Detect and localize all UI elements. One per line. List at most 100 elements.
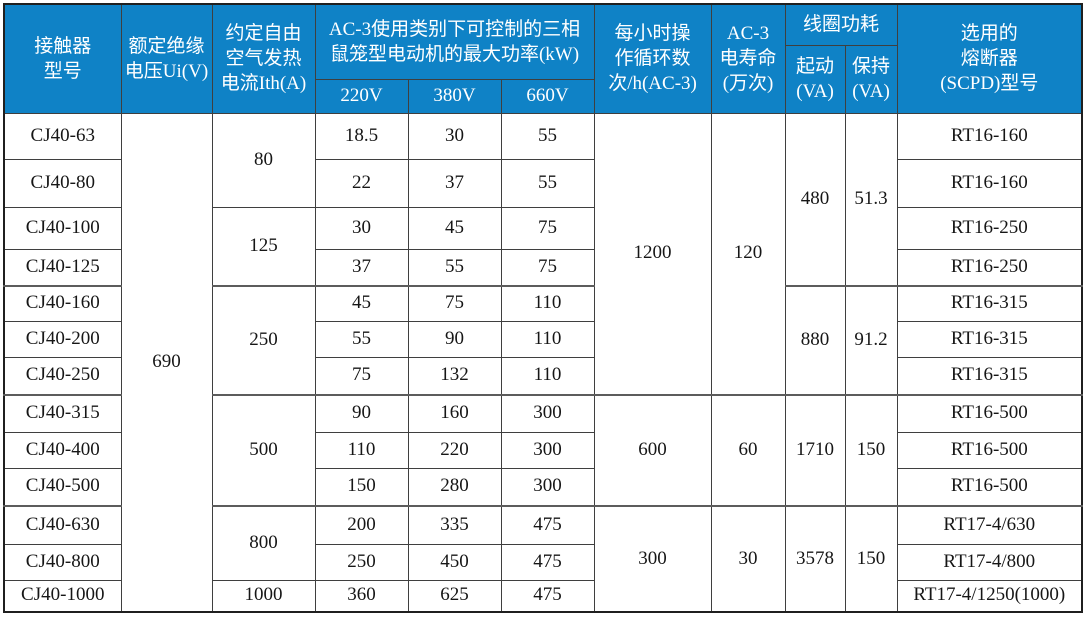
cycles-cell: 1200 (593, 112, 712, 396)
coil-start-cell: 880 (784, 285, 846, 396)
power-380v-cell: 75 (407, 285, 502, 322)
model-cell: CJ40-1000 (3, 579, 122, 613)
ith-cell: 1000 (211, 579, 316, 613)
header-fuse-model: 选用的 熔断器 (SCPD)型号 (896, 3, 1083, 114)
table-row: CJ40-315 500 90 160 300 600 60 1710 150 … (3, 394, 1083, 507)
power-380v-cell: 45 (407, 206, 502, 250)
header-coil-hold: 保持 (VA) (844, 44, 898, 114)
coil-hold-cell: 150 (844, 394, 898, 507)
power-660v-cell: 300 (500, 394, 595, 433)
coil-start-cell: 480 (784, 112, 846, 287)
model-cell: CJ40-63 (3, 112, 122, 160)
header-row-2: 起动 (VA) 保持 (VA) (4, 44, 1082, 114)
header-operating-cycles: 每小时操 作循环数 次/h(AC-3) (593, 3, 712, 114)
power-220v-cell: 150 (314, 467, 409, 507)
fuse-cell: RT17-4/800 (896, 543, 1083, 581)
power-220v-cell: 18.5 (314, 112, 409, 160)
table-row: CJ40-80 22 37 55 RT16-160 (3, 158, 1083, 208)
coil-hold-cell: 91.2 (844, 285, 898, 396)
header-coil-power: 线圈功耗 (784, 3, 898, 46)
power-220v-cell: 30 (314, 206, 409, 250)
model-cell: CJ40-125 (3, 248, 122, 287)
fuse-cell: RT16-500 (896, 394, 1083, 433)
power-660v-cell: 300 (500, 467, 595, 507)
table-row: CJ40-100 125 30 45 75 RT16-250 (3, 206, 1083, 287)
power-660v-cell: 110 (500, 320, 595, 358)
power-380v-cell: 37 (407, 158, 502, 208)
table-header: 接触器 型号 额定绝缘 电压Ui(V) 约定自由 空气发热 电流Ith(A) A… (3, 3, 1083, 114)
header-voltage-220v: 220V (314, 78, 409, 114)
power-380v-cell: 90 (407, 320, 502, 358)
table-row: CJ40-125 37 55 75 RT16-250 (3, 248, 1083, 287)
contactor-spec-table: 接触器 型号 额定绝缘 电压Ui(V) 约定自由 空气发热 电流Ith(A) A… (3, 3, 1084, 613)
table-row: CJ40-63 690 80 18.5 30 55 1200 120 480 5… (3, 112, 1083, 613)
model-cell: CJ40-250 (3, 356, 122, 396)
power-380v-cell: 220 (407, 431, 502, 469)
power-660v-cell: 475 (500, 505, 595, 545)
table-row: CJ40-1000 1000 360 625 475 RT17-4/1250(1… (3, 579, 1083, 613)
header-row-1: 接触器 型号 额定绝缘 电压Ui(V) 约定自由 空气发热 电流Ith(A) A… (3, 3, 1083, 114)
power-660v-cell: 300 (500, 431, 595, 469)
power-660v-cell: 475 (500, 579, 595, 613)
fuse-cell: RT16-315 (896, 356, 1083, 396)
coil-hold-cell: 51.3 (844, 112, 898, 287)
coil-hold-cell: 150 (844, 505, 898, 613)
power-380v-cell: 335 (407, 505, 502, 545)
cycles-cell: 300 (593, 505, 712, 613)
header-model: 接触器 型号 (3, 3, 122, 114)
fuse-cell: RT16-250 (896, 248, 1083, 287)
model-cell: CJ40-160 (3, 285, 122, 322)
ith-cell: 500 (211, 394, 316, 507)
coil-start-cell: 1710 (784, 394, 846, 507)
model-cell: CJ40-80 (3, 158, 122, 208)
power-380v-cell: 450 (407, 543, 502, 581)
power-660v-cell: 55 (500, 112, 595, 160)
model-cell: CJ40-800 (3, 543, 122, 581)
power-380v-cell: 30 (407, 112, 502, 160)
power-220v-cell: 75 (314, 356, 409, 396)
power-380v-cell: 160 (407, 394, 502, 433)
header-rated-insulation-voltage: 额定绝缘 电压Ui(V) (120, 3, 213, 114)
life-cell: 60 (710, 394, 786, 507)
header-voltage-660v: 660V (500, 78, 595, 114)
model-cell: CJ40-630 (3, 505, 122, 545)
table-row: CJ40-800 250 450 475 RT17-4/800 (3, 543, 1083, 581)
table-body: CJ40-63 690 80 18.5 30 55 1200 120 480 5… (3, 112, 1083, 613)
fuse-cell: RT16-160 (896, 158, 1083, 208)
power-380v-cell: 280 (407, 467, 502, 507)
power-220v-cell: 22 (314, 158, 409, 208)
power-660v-cell: 75 (500, 206, 595, 250)
model-cell: CJ40-400 (3, 431, 122, 469)
header-electrical-life: AC-3 电寿命 (万次) (710, 3, 786, 114)
fuse-cell: RT16-315 (896, 285, 1083, 322)
model-cell: CJ40-100 (3, 206, 122, 250)
power-220v-cell: 360 (314, 579, 409, 613)
header-coil-start: 起动 (VA) (784, 44, 846, 114)
fuse-cell: RT16-250 (896, 206, 1083, 250)
fuse-cell: RT16-500 (896, 467, 1083, 507)
header-max-motor-power: AC-3使用类别下可控制的三相 鼠笼型电动机的最大功率(kW) (314, 3, 595, 80)
power-660v-cell: 55 (500, 158, 595, 208)
table-row: CJ40-630 800 200 335 475 300 30 3578 150… (3, 505, 1083, 613)
table-row: CJ40-160 250 45 75 110 880 91.2 RT16-315 (3, 285, 1083, 396)
power-660v-cell: 110 (500, 356, 595, 396)
cycles-cell: 600 (593, 394, 712, 507)
ith-cell: 800 (211, 505, 316, 581)
power-220v-cell: 55 (314, 320, 409, 358)
power-380v-cell: 132 (407, 356, 502, 396)
power-380v-cell: 55 (407, 248, 502, 287)
fuse-cell: RT17-4/1250(1000) (896, 579, 1083, 613)
model-cell: CJ40-315 (3, 394, 122, 433)
power-220v-cell: 45 (314, 285, 409, 322)
header-row-3: 220V 380V 660V (4, 78, 1082, 114)
life-cell: 30 (710, 505, 786, 613)
table-row: CJ40-500 150 280 300 RT16-500 (3, 467, 1083, 507)
power-220v-cell: 200 (314, 505, 409, 545)
power-660v-cell: 475 (500, 543, 595, 581)
header-thermal-current: 约定自由 空气发热 电流Ith(A) (211, 3, 316, 114)
coil-start-cell: 3578 (784, 505, 846, 613)
power-660v-cell: 75 (500, 248, 595, 287)
model-cell: CJ40-200 (3, 320, 122, 358)
life-cell: 120 (710, 112, 786, 396)
